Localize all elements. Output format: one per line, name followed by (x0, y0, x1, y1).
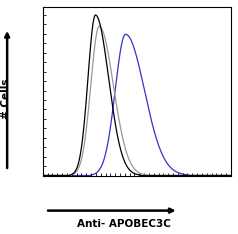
Text: # Cells: # Cells (1, 78, 11, 119)
Text: Anti- APOBEC3C: Anti- APOBEC3C (77, 219, 171, 229)
